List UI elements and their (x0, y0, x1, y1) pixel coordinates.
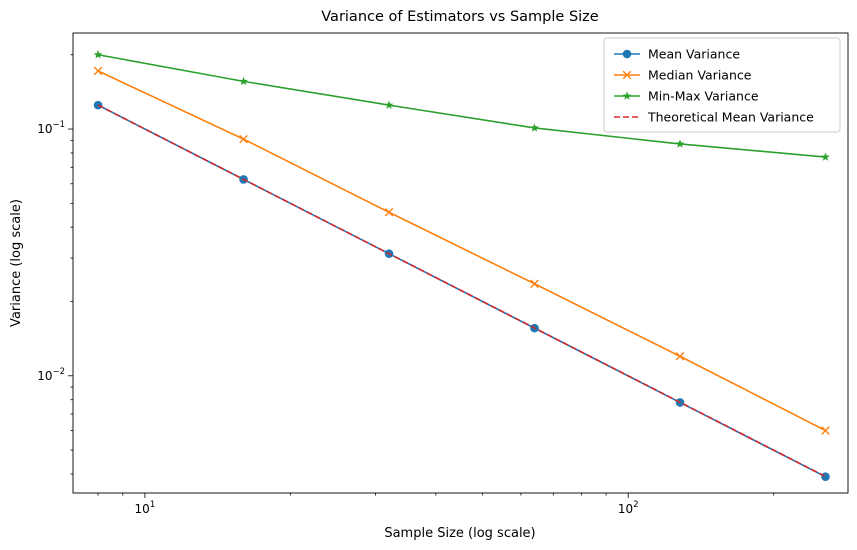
data-point (239, 134, 248, 144)
series-3 (93, 50, 830, 161)
legend-box (603, 37, 841, 133)
data-point (675, 351, 685, 361)
legend-label: Min-Max Variance (648, 89, 759, 104)
legend-label: Mean Variance (648, 47, 740, 62)
data-point (384, 100, 394, 109)
x-tick-label: 102 (618, 500, 639, 516)
data-point (821, 152, 830, 161)
legend-item: Median Variance (614, 68, 752, 83)
series-4 (97, 104, 826, 478)
y-axis: 10−2 10−1 (37, 54, 73, 475)
data-point (384, 207, 394, 217)
series-line (97, 104, 826, 478)
data-point (93, 66, 103, 76)
legend-label: Median Variance (648, 68, 752, 83)
series-line (97, 70, 826, 432)
legend-item: Theoretical Mean Variance (614, 110, 814, 125)
legend: Mean Variance Median Variance Min-Max Vari… (603, 37, 841, 133)
y-tick-label: 10−1 (37, 120, 65, 136)
legend-item: Mean Variance (614, 47, 740, 62)
legend-label: Theoretical Mean Variance (647, 110, 814, 125)
x-axis-label: Sample Size (log scale) (384, 526, 535, 541)
x-axis: 101 102 (97, 493, 775, 516)
legend-marker (622, 49, 632, 59)
series-line (97, 53, 826, 158)
chart-title: Variance of Estimators vs Sample Size (321, 9, 599, 25)
legend-marker (622, 70, 632, 80)
data-point (93, 100, 103, 110)
data-point (675, 139, 685, 148)
legend-marker (622, 91, 632, 100)
data-point (530, 279, 539, 289)
plot-frame (72, 32, 849, 494)
data-point (821, 426, 830, 435)
data-point (239, 76, 248, 86)
x-tick-label: 101 (135, 500, 156, 516)
data-point (93, 50, 103, 59)
y-axis-label: Variance (log scale) (9, 199, 24, 327)
data-point (530, 123, 539, 132)
plot-area (93, 50, 830, 482)
series-2 (93, 66, 830, 435)
data-point (821, 472, 830, 482)
y-tick-label: 10−2 (37, 367, 65, 383)
legend-item: Min-Max Variance (614, 89, 759, 104)
